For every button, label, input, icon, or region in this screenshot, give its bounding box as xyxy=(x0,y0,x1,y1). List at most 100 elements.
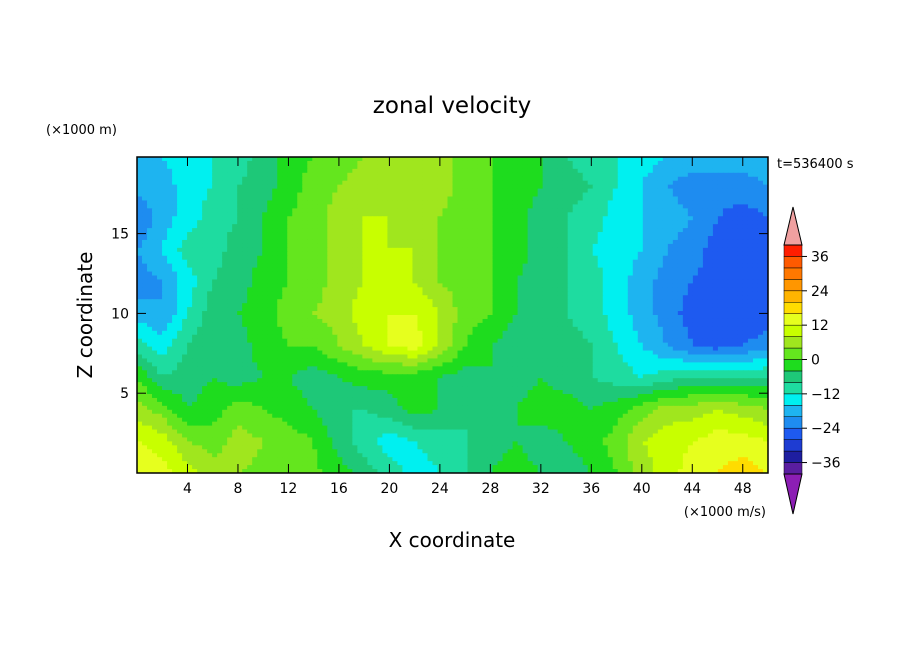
contour-cell xyxy=(737,192,744,198)
contour-cell xyxy=(247,247,253,253)
contour-cell xyxy=(487,311,494,316)
contour-cell xyxy=(607,267,614,273)
contour-cell xyxy=(302,157,308,162)
contour-cell xyxy=(212,247,218,253)
contour-cell xyxy=(677,184,684,190)
contour-cell xyxy=(732,243,739,249)
contour-cell xyxy=(522,271,529,277)
contour-cell xyxy=(502,208,509,213)
y-unit-label: (×1000 m) xyxy=(46,123,117,138)
contour-cell xyxy=(712,220,719,225)
contour-cell xyxy=(582,295,589,300)
contour-cell xyxy=(557,224,564,229)
contour-cell xyxy=(272,200,278,205)
contour-cell xyxy=(187,295,193,300)
contour-cell xyxy=(542,271,549,277)
contour-cell xyxy=(197,295,203,300)
contour-cell xyxy=(722,228,729,233)
contour-cell xyxy=(197,164,203,170)
contour-cell xyxy=(757,291,764,296)
contour-cell xyxy=(307,212,313,217)
contour-cell xyxy=(737,172,744,178)
contour-cell xyxy=(302,303,308,308)
contour-cell xyxy=(232,212,238,217)
contour-cell xyxy=(432,239,439,245)
contour-cell xyxy=(512,157,519,162)
contour-cell xyxy=(427,311,434,316)
contour-cell xyxy=(467,251,474,257)
contour-cell xyxy=(657,287,664,292)
contour-cell xyxy=(312,160,318,166)
contour-cell xyxy=(252,299,258,304)
contour-cell xyxy=(302,236,308,241)
contour-cell xyxy=(707,283,714,288)
contour-cell xyxy=(457,196,464,202)
contour-cell xyxy=(327,239,333,245)
contour-cell xyxy=(137,291,143,296)
contour-cell xyxy=(207,172,213,178)
contour-cell xyxy=(632,279,639,284)
contour-cell xyxy=(412,188,419,194)
contour-cell xyxy=(387,279,394,284)
contour-cell xyxy=(632,204,639,209)
contour-cell xyxy=(737,188,744,194)
contour-cell xyxy=(487,291,494,296)
contour-cell xyxy=(722,164,729,170)
contour-cell xyxy=(252,216,258,221)
contour-cell xyxy=(397,303,404,308)
contour-cell xyxy=(292,303,298,308)
contour-cell xyxy=(637,164,644,170)
contour-cell xyxy=(472,275,479,281)
contour-cell xyxy=(487,271,494,277)
contour-cell xyxy=(452,239,459,245)
contour-cell xyxy=(732,172,739,178)
contour-cell xyxy=(637,255,644,261)
contour-cell xyxy=(282,243,288,249)
contour-cell xyxy=(267,164,273,170)
contour-cell xyxy=(287,196,293,202)
contour-cell xyxy=(607,168,614,174)
contour-cell xyxy=(407,255,414,261)
contour-cell xyxy=(677,220,684,225)
contour-cell xyxy=(142,236,148,241)
contour-cell xyxy=(497,200,504,205)
contour-cell xyxy=(272,271,278,277)
contour-cell xyxy=(422,299,429,304)
contour-cell xyxy=(637,271,644,277)
contour-cell xyxy=(207,168,213,174)
contour-cell xyxy=(582,212,589,217)
contour-cell xyxy=(317,239,323,245)
contour-cell xyxy=(357,247,363,253)
contour-cell xyxy=(242,311,248,316)
contour-cell xyxy=(257,164,263,170)
contour-cell xyxy=(242,255,248,261)
contour-cell xyxy=(737,279,744,284)
contour-cell xyxy=(322,275,328,281)
contour-cell xyxy=(697,232,704,237)
contour-cell xyxy=(752,160,759,166)
contour-cell xyxy=(617,271,624,277)
contour-cell xyxy=(312,204,318,209)
contour-cell xyxy=(677,192,684,198)
contour-cell xyxy=(442,239,449,245)
contour-cell xyxy=(602,279,609,284)
contour-cell xyxy=(647,172,654,178)
contour-cell xyxy=(617,212,624,217)
contour-cell xyxy=(407,196,414,202)
contour-cell xyxy=(277,303,283,308)
contour-cell xyxy=(302,295,308,300)
contour-cell xyxy=(377,220,383,225)
contour-cell xyxy=(297,200,303,205)
contour-cell xyxy=(517,271,524,277)
contour-cell xyxy=(572,279,579,284)
contour-cell xyxy=(757,157,764,162)
contour-cell xyxy=(412,200,419,205)
contour-cell xyxy=(622,160,629,166)
contour-cell xyxy=(197,232,203,237)
contour-cell xyxy=(597,299,604,304)
contour-cell xyxy=(547,176,554,182)
contour-cell xyxy=(207,243,213,249)
contour-cell xyxy=(427,220,434,225)
contour-cell xyxy=(627,224,634,229)
contour-cell xyxy=(387,160,394,166)
